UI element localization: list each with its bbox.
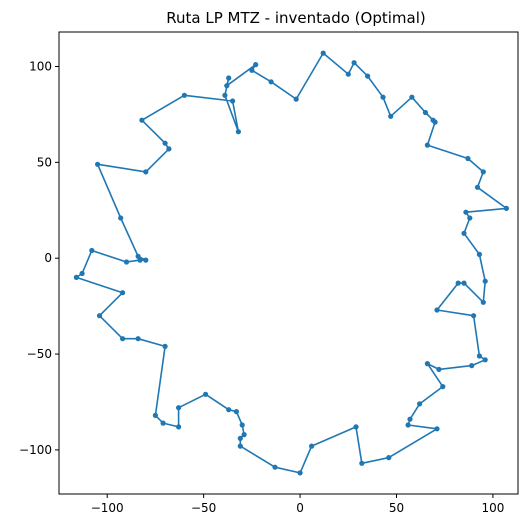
plot-area: −100 −50 0 50 100 −100 −50 0 50 100 [19, 31, 519, 515]
y-tick-label: −100 [19, 443, 52, 457]
route-point [152, 412, 158, 418]
route-point [440, 384, 446, 390]
route-point [409, 94, 415, 100]
route-point [407, 416, 413, 422]
x-tick-label: 100 [481, 501, 504, 515]
route-point [239, 422, 245, 428]
route-point [120, 290, 126, 296]
route-point [89, 247, 95, 254]
route-point [465, 155, 471, 162]
route-point [476, 353, 482, 359]
route-point [162, 140, 168, 146]
route-point [417, 401, 423, 407]
y-tick-label: 100 [29, 60, 52, 74]
route-point [482, 278, 488, 284]
route-point [139, 117, 145, 123]
route-point [241, 432, 247, 438]
route-point [226, 75, 232, 81]
route-point [351, 60, 357, 66]
route-point [388, 113, 394, 119]
route-point [461, 230, 467, 236]
plot-frame [58, 31, 519, 495]
route-point [268, 79, 274, 85]
route-point [436, 366, 442, 372]
route-point [222, 92, 228, 98]
route-point [118, 215, 124, 221]
route-point [476, 251, 482, 257]
route-points [73, 50, 509, 476]
route-point [365, 73, 371, 79]
route-point [469, 363, 475, 369]
route-point [293, 96, 299, 102]
route-point [345, 71, 351, 77]
x-tick-label: −50 [191, 501, 216, 515]
y-tick-label: 0 [44, 251, 52, 265]
route-point [176, 424, 182, 430]
route-point [405, 422, 411, 428]
route-point [237, 443, 243, 449]
route-point [272, 464, 278, 470]
route-point [235, 129, 241, 135]
route-line [75, 52, 508, 474]
route-point [474, 184, 481, 190]
route-point [480, 169, 486, 175]
route-point [353, 424, 359, 430]
route-point [503, 205, 509, 211]
route-point [135, 253, 141, 259]
route-point [380, 94, 386, 100]
route-point [79, 270, 85, 277]
route-point [166, 146, 172, 152]
route-point [297, 470, 303, 476]
route-point [359, 460, 365, 466]
route-point [226, 407, 232, 413]
route-point [123, 259, 130, 265]
route-point [224, 83, 230, 89]
route-point [162, 343, 168, 349]
route-point [434, 307, 440, 313]
route-point [95, 161, 101, 167]
route-point [230, 98, 236, 104]
x-tick-label: −100 [91, 501, 124, 515]
x-tick-label: 0 [296, 501, 304, 515]
route-point [253, 62, 259, 68]
y-tick-label: −50 [27, 347, 52, 361]
route-point [181, 92, 187, 98]
route-point [249, 67, 255, 73]
y-axis: −100 −50 0 50 100 [19, 60, 59, 457]
route-point [237, 435, 243, 441]
route-point [160, 420, 166, 426]
route-point [424, 361, 430, 367]
y-tick-label: 50 [37, 155, 52, 169]
route-point [96, 313, 103, 319]
route-point [203, 391, 209, 397]
x-tick-label: 50 [389, 501, 404, 515]
route-point [471, 313, 477, 319]
route-point [143, 169, 149, 175]
route-point [233, 409, 239, 415]
route-point [320, 50, 326, 56]
route-point [434, 426, 440, 432]
route-point [73, 274, 79, 280]
route-point [455, 280, 461, 286]
route-point [120, 336, 126, 342]
route-point [422, 109, 428, 116]
route-point [432, 119, 438, 125]
route-point [424, 142, 430, 148]
route-point [386, 455, 392, 461]
x-axis: −100 −50 0 50 100 [91, 494, 504, 515]
route-point [176, 405, 182, 411]
route-point [309, 443, 315, 449]
route-point [482, 357, 488, 363]
chart-title: Ruta LP MTZ - inventado (Optimal) [166, 9, 425, 27]
route-point [467, 215, 473, 221]
route-point [463, 209, 469, 215]
route-point [135, 336, 141, 342]
route-point [480, 299, 486, 305]
route-point [143, 257, 149, 263]
route-point [461, 280, 467, 286]
